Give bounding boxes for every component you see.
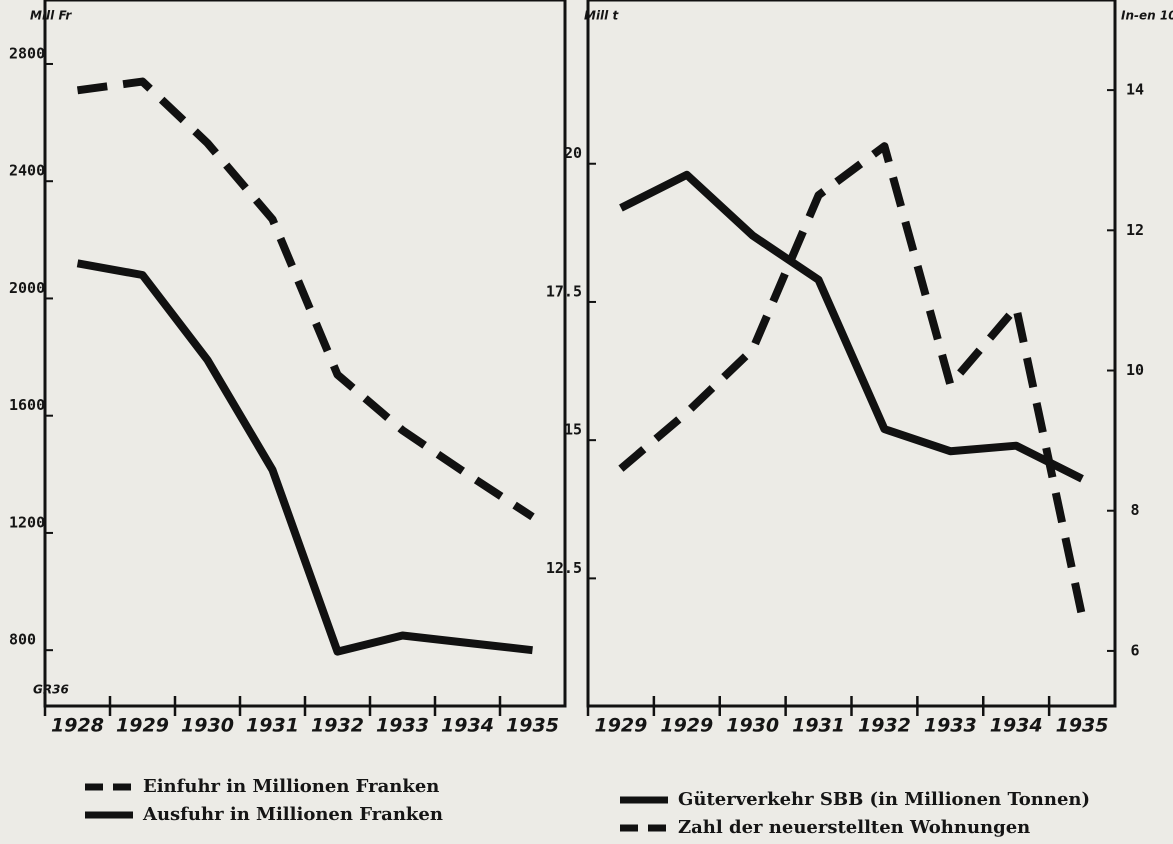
x-tick-label: 1931 [246, 715, 299, 737]
y-tick-label: 15 [564, 421, 582, 439]
y-tick-label: 1200 [9, 513, 45, 531]
y-tick-label: 17.5 [546, 282, 582, 300]
x-tick-label: 1932 [311, 715, 364, 737]
y2-tick-label: 6 [1130, 641, 1139, 659]
y2-tick-label: 12 [1126, 221, 1144, 239]
x-tick-label: 1930 [181, 715, 234, 737]
legend-label: Güterverkehr SBB (in Millionen Tonnen) [678, 789, 1090, 810]
x-tick-label: 1935 [1056, 715, 1109, 737]
y2-axis-label: In-en 1000 [1121, 9, 1173, 23]
y-tick-label: 800 [9, 631, 36, 649]
legend-label: Zahl der neuerstellten Wohnungen [678, 817, 1030, 838]
x-tick-label: 1934 [990, 715, 1043, 737]
annotation: GR36 [33, 683, 69, 697]
x-tick-label: 1930 [726, 715, 779, 737]
series-line [618, 142, 1086, 617]
x-tick-label: 1934 [441, 715, 494, 737]
legend-label: Einfuhr in Millionen Franken [143, 776, 439, 797]
x-tick-label: 1933 [376, 715, 429, 737]
y-tick-label: 2800 [9, 44, 45, 62]
y2-tick-label: 14 [1126, 81, 1144, 99]
x-tick-label: 1933 [924, 715, 977, 737]
y-tick-label: 12.5 [546, 559, 582, 577]
x-tick-label: 1929 [594, 715, 647, 737]
x-tick-label: 1928 [51, 715, 104, 737]
y-tick-label: 20 [564, 144, 582, 162]
y-tick-label: 2000 [9, 279, 45, 297]
y-axis-label: Mill Fr [30, 9, 72, 23]
series-line [76, 259, 533, 656]
series-line [76, 77, 535, 521]
y2-tick-label: 8 [1130, 501, 1139, 519]
y-tick-label: 1600 [9, 396, 45, 414]
y2-tick-label: 10 [1126, 361, 1144, 379]
x-tick-label: 1929 [116, 715, 169, 737]
y-tick-label: 2400 [9, 162, 45, 180]
series-line [619, 170, 1084, 483]
y-axis-label: Mill t [584, 9, 619, 23]
x-tick-label: 1935 [506, 715, 559, 737]
x-tick-label: 1929 [660, 715, 713, 737]
x-tick-label: 1931 [792, 715, 845, 737]
x-tick-label: 1932 [858, 715, 911, 737]
legend-label: Ausfuhr in Millionen Franken [142, 804, 443, 825]
